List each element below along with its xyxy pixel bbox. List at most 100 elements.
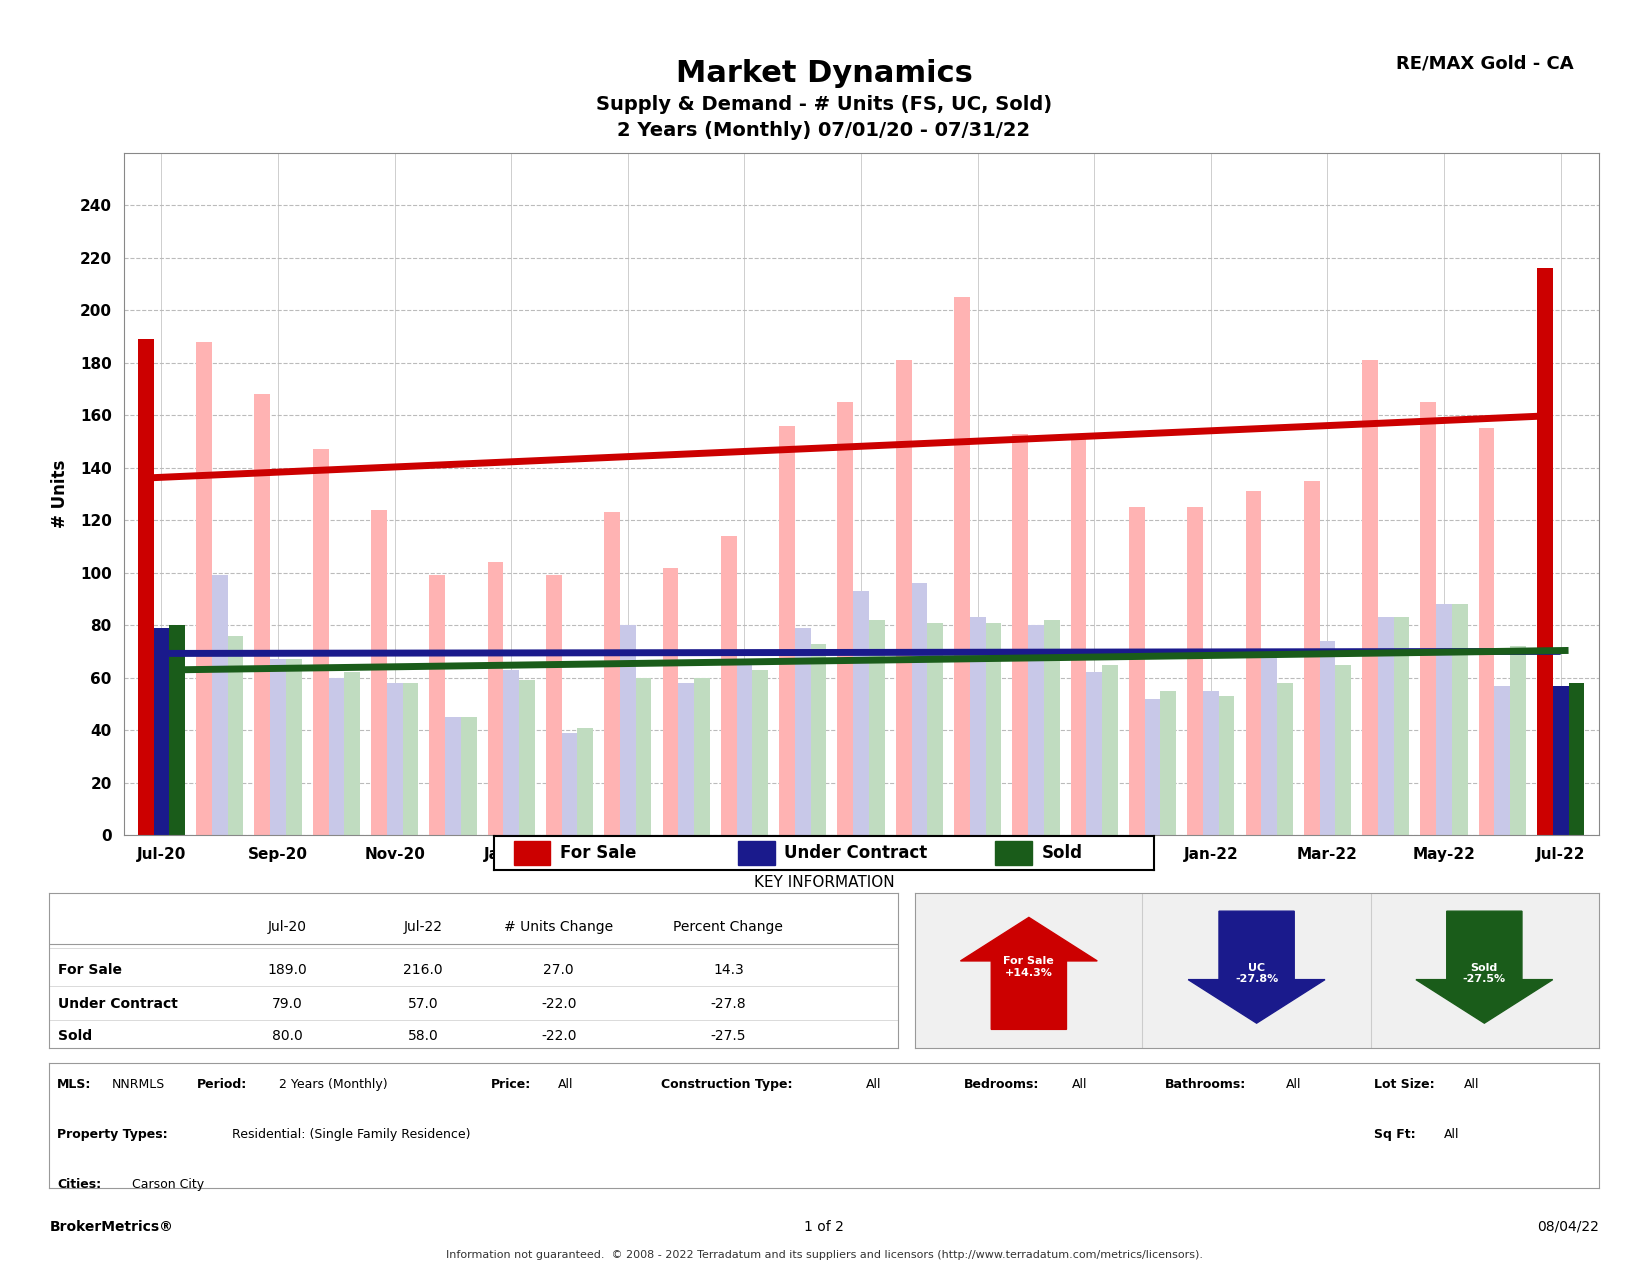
Bar — [514, 842, 550, 864]
Bar — [577, 728, 593, 835]
Bar — [254, 394, 270, 835]
Bar — [854, 592, 868, 835]
Bar — [488, 562, 503, 835]
Text: All: All — [1444, 1128, 1458, 1141]
Text: Lot Size:: Lot Size: — [1374, 1079, 1434, 1091]
Text: For Sale: For Sale — [58, 964, 122, 977]
Bar — [430, 575, 445, 835]
Text: All: All — [1285, 1079, 1302, 1091]
Bar — [1569, 683, 1584, 835]
Bar — [1335, 664, 1351, 835]
Bar — [1495, 686, 1510, 835]
Text: Bathrooms:: Bathrooms: — [1165, 1079, 1246, 1091]
Bar — [794, 627, 811, 835]
Bar — [1103, 664, 1117, 835]
Bar — [1129, 507, 1145, 835]
Bar — [1028, 625, 1043, 835]
Bar — [270, 659, 287, 835]
Text: 08/04/22: 08/04/22 — [1536, 1220, 1599, 1233]
Text: # Units Change: # Units Change — [504, 921, 613, 935]
Bar — [605, 513, 620, 835]
Bar — [1043, 620, 1060, 835]
Bar — [213, 575, 227, 835]
Bar — [928, 622, 943, 835]
Bar — [153, 627, 170, 835]
Bar — [636, 678, 651, 835]
Text: 216.0: 216.0 — [404, 964, 443, 977]
Bar — [969, 617, 986, 835]
Bar — [1304, 481, 1320, 835]
Bar — [287, 659, 302, 835]
Text: All: All — [557, 1079, 574, 1091]
Bar — [753, 669, 768, 835]
Text: All: All — [1071, 1079, 1088, 1091]
Bar — [445, 717, 461, 835]
Text: For Sale: For Sale — [560, 844, 636, 862]
Text: KEY INFORMATION: KEY INFORMATION — [753, 875, 895, 890]
Bar — [780, 426, 794, 835]
Bar — [344, 672, 359, 835]
Text: Property Types:: Property Types: — [58, 1128, 168, 1141]
Bar — [387, 683, 402, 835]
Bar — [1220, 696, 1234, 835]
Bar — [1378, 617, 1394, 835]
Text: Under Contract: Under Contract — [58, 997, 178, 1011]
Bar — [461, 717, 476, 835]
Bar — [720, 536, 737, 835]
Bar — [986, 622, 1002, 835]
FancyArrow shape — [961, 918, 1098, 1029]
Bar — [196, 342, 213, 835]
Text: BrokerMetrics®: BrokerMetrics® — [49, 1220, 173, 1233]
Text: 189.0: 189.0 — [267, 964, 307, 977]
Text: Carson City: Carson City — [132, 1178, 204, 1191]
Bar — [1452, 604, 1468, 835]
Text: All: All — [1463, 1079, 1480, 1091]
Bar — [371, 510, 387, 835]
Text: 1 of 2: 1 of 2 — [804, 1220, 844, 1233]
Text: Residential: (Single Family Residence): Residential: (Single Family Residence) — [232, 1128, 471, 1141]
Text: Cities:: Cities: — [58, 1178, 101, 1191]
Bar — [545, 575, 562, 835]
Bar — [837, 402, 854, 835]
Text: -22.0: -22.0 — [541, 1029, 577, 1043]
Text: 58.0: 58.0 — [407, 1029, 438, 1043]
Text: Sold
-27.5%: Sold -27.5% — [1463, 963, 1506, 984]
Bar — [328, 678, 344, 835]
Bar — [1012, 434, 1028, 835]
Bar — [620, 625, 636, 835]
Bar — [313, 450, 328, 835]
Text: MLS:: MLS: — [58, 1079, 92, 1091]
FancyArrow shape — [1188, 912, 1325, 1023]
Bar — [1435, 604, 1452, 835]
Text: Jul-20: Jul-20 — [267, 921, 307, 935]
Bar — [1478, 428, 1495, 835]
Bar — [679, 683, 694, 835]
Bar — [1187, 507, 1203, 835]
Text: Construction Type:: Construction Type: — [661, 1079, 793, 1091]
Bar — [738, 842, 775, 864]
Text: Bedrooms:: Bedrooms: — [964, 1079, 1038, 1091]
Bar — [1160, 691, 1177, 835]
Text: Sold: Sold — [58, 1029, 92, 1043]
Text: Under Contract: Under Contract — [784, 844, 928, 862]
Text: NNRMLS: NNRMLS — [112, 1079, 165, 1091]
Text: Supply & Demand - # Units (FS, UC, Sold): Supply & Demand - # Units (FS, UC, Sold) — [597, 96, 1051, 113]
Bar — [1538, 269, 1552, 835]
Text: 2 Years (Monthly): 2 Years (Monthly) — [279, 1079, 387, 1091]
Text: UC
-27.8%: UC -27.8% — [1234, 963, 1279, 984]
Bar — [1421, 402, 1435, 835]
Text: 27.0: 27.0 — [544, 964, 574, 977]
Bar — [1510, 646, 1526, 835]
Bar — [954, 297, 969, 835]
Text: 14.3: 14.3 — [714, 964, 743, 977]
Text: -27.5: -27.5 — [710, 1029, 747, 1043]
Bar — [1394, 617, 1409, 835]
Text: Information not guaranteed.  © 2008 - 2022 Terradatum and its suppliers and lice: Information not guaranteed. © 2008 - 202… — [445, 1250, 1203, 1260]
Text: Jul-22: Jul-22 — [404, 921, 442, 935]
Text: 79.0: 79.0 — [272, 997, 303, 1011]
Bar — [868, 620, 885, 835]
Bar — [227, 636, 244, 835]
Text: Sold: Sold — [1042, 844, 1083, 862]
Bar — [1363, 361, 1378, 835]
Bar — [519, 681, 536, 835]
